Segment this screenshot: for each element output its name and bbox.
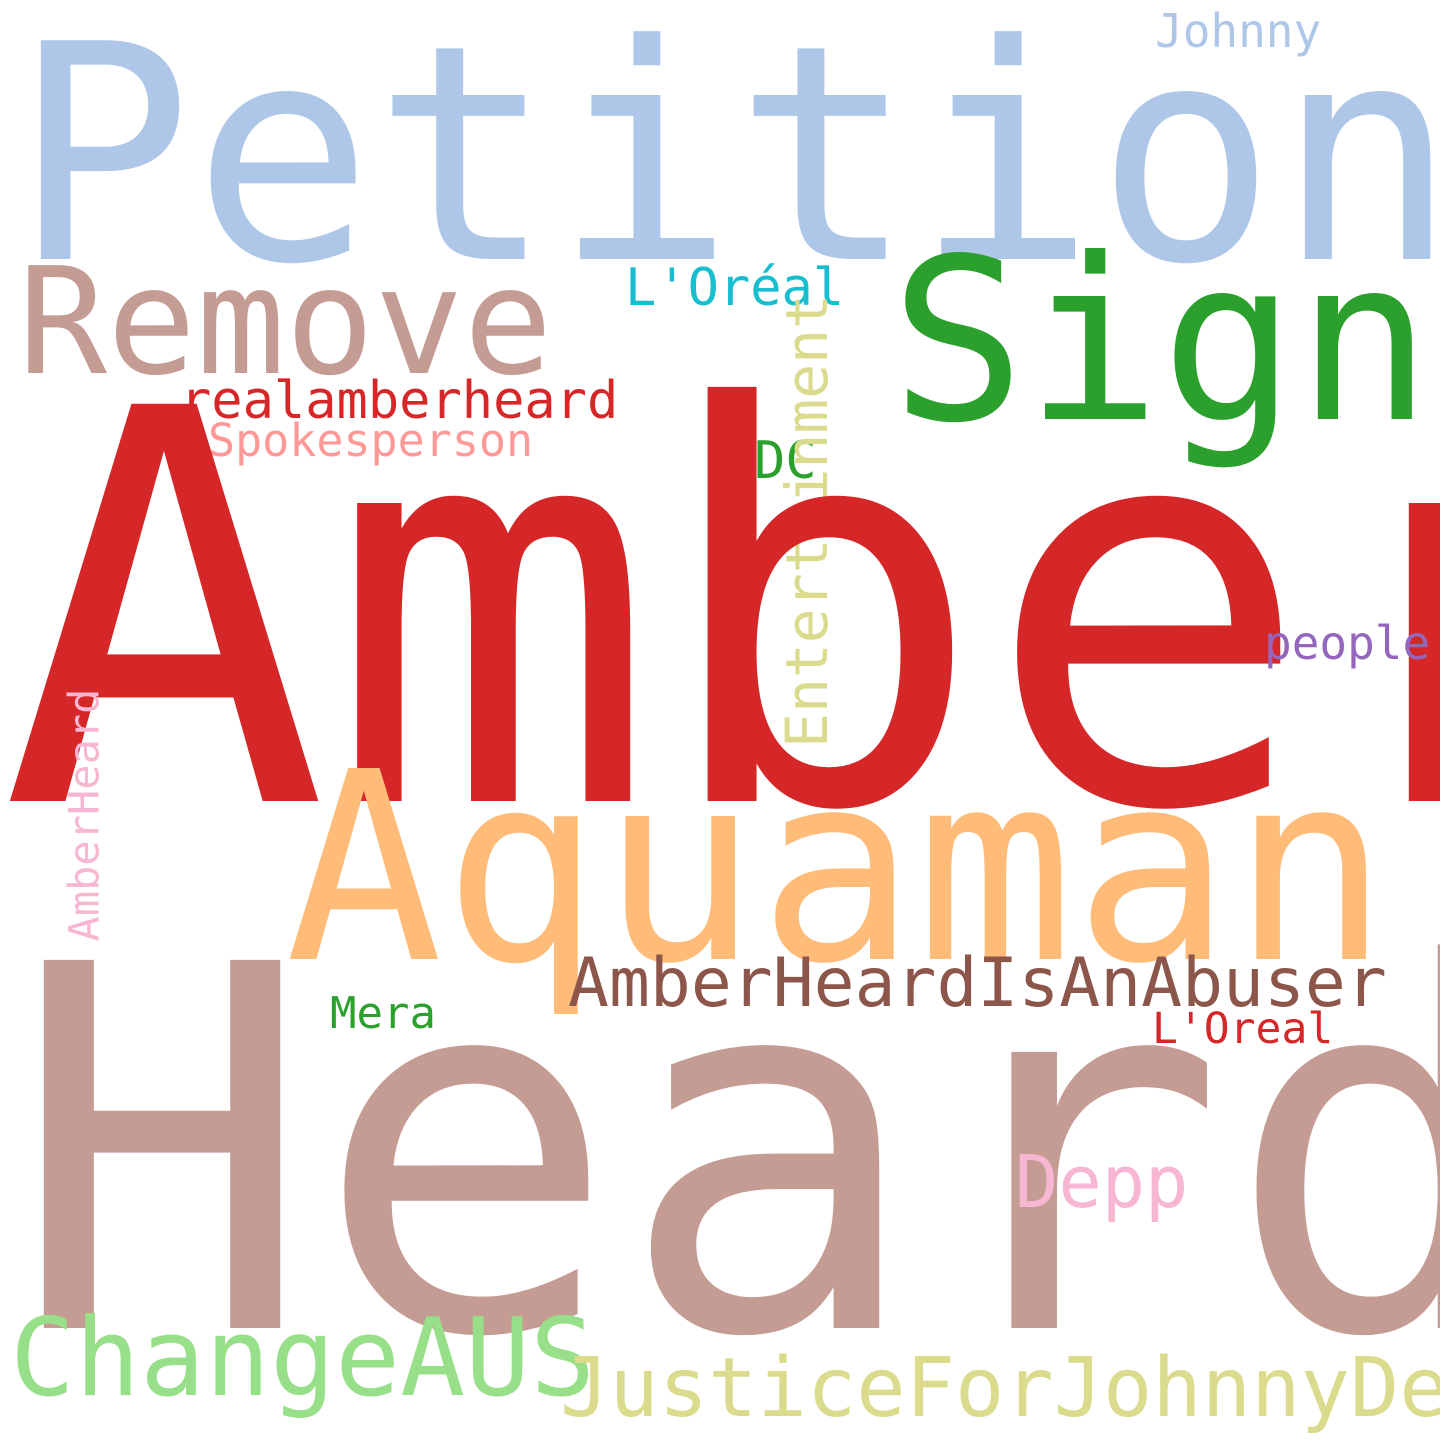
word-people: people	[1264, 616, 1431, 670]
word-remove: Remove	[18, 236, 553, 408]
word-aquaman: Aquaman	[285, 716, 1390, 1021]
word-dc: DC	[754, 431, 817, 491]
word-realamberheard: realamberheard	[180, 371, 619, 431]
word-sign: Sign	[890, 211, 1432, 473]
word-justiceforjohnnydepp: JusticeForJohnnyDepp	[560, 1341, 1440, 1436]
word-amber: Amber	[0, 295, 1440, 930]
word-spokesperson: Spokesperson	[208, 414, 534, 467]
word-amberheardisanabuser: AmberHeardIsAnAbuser	[568, 944, 1387, 1023]
word-petition: Petition	[12, 0, 1440, 330]
word-loreal-accent: L'Oréal	[625, 258, 845, 318]
word-changeaus: ChangeAUS	[10, 1296, 596, 1421]
word-heard: Heard	[10, 860, 1440, 1440]
word-mera: Mera	[330, 988, 436, 1039]
word-johnny: Johnny	[1155, 4, 1322, 58]
word-loreal-plain: L'Oreal	[1152, 1004, 1334, 1054]
word-depp: Depp	[1015, 1140, 1189, 1224]
